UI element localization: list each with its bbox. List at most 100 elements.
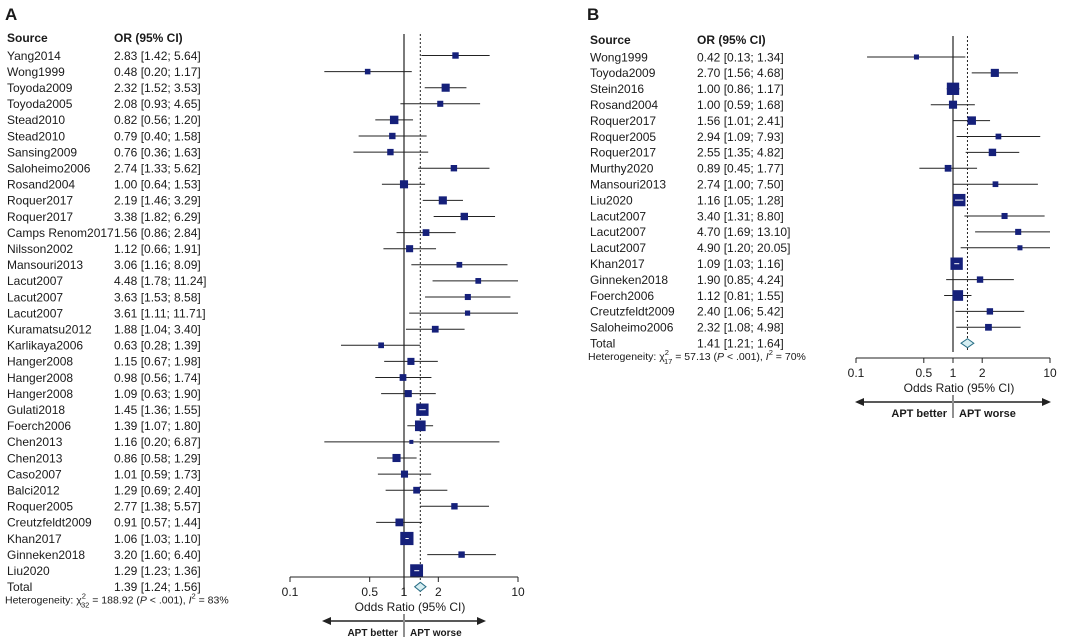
effect-size-marker xyxy=(400,470,409,478)
study-source-label: Khan2017 xyxy=(7,532,62,546)
study-or-value: 0.98 [0.56; 1.74] xyxy=(114,371,201,385)
study-row: Khan2017 1.06 [1.03; 1.10] xyxy=(7,532,414,546)
study-source-label: Liu2020 xyxy=(590,193,633,207)
study-or-value: 2.77 [1.38; 5.57] xyxy=(114,500,201,514)
study-row: Creutzfeldt2009 0.91 [0.57; 1.44] xyxy=(7,516,423,530)
study-row: Sansing2009 0.76 [0.36; 1.63] xyxy=(7,145,429,159)
study-or-value: 4.48 [1.78; 11.24] xyxy=(114,274,207,288)
x-axis-title: Odds Ratio (95% CI) xyxy=(355,600,466,614)
study-source-label: Liu2020 xyxy=(7,564,50,578)
study-or-value: 3.61 [1.11; 11.71] xyxy=(114,306,206,320)
study-or-value: 1.56 [0.86; 2.84] xyxy=(114,226,201,240)
study-source-label: Yang2014 xyxy=(7,49,61,63)
study-or-value: 3.38 [1.82; 6.29] xyxy=(114,210,201,224)
effect-size-marker xyxy=(422,229,430,236)
effect-size-marker xyxy=(952,290,964,301)
pooled-estimate-diamond xyxy=(413,581,427,592)
x-axis-tick-label: 0.5 xyxy=(361,585,378,599)
study-source-label: Chen2013 xyxy=(7,435,63,449)
x-axis-tick-label: 0.1 xyxy=(282,585,299,599)
study-row: Ginneken2018 1.90 [0.85; 4.24] xyxy=(590,273,1014,287)
study-or-value: 0.82 [0.56; 1.20] xyxy=(114,113,201,127)
study-row: Khan2017 1.09 [1.03; 1.16] xyxy=(590,257,963,271)
effect-size-marker xyxy=(1015,228,1022,235)
effect-size-marker xyxy=(399,374,407,381)
study-source-label: Rosand2004 xyxy=(7,178,75,192)
study-row: Hanger2008 1.15 [0.67; 1.98] xyxy=(7,355,438,369)
study-row: Saloheimo2006 2.74 [1.33; 5.62] xyxy=(7,162,490,176)
study-source-label: Stead2010 xyxy=(7,129,65,143)
study-or-value: 0.63 [0.28; 1.39] xyxy=(114,339,201,353)
arrow-left-label: APT better xyxy=(891,408,947,420)
study-row: Balci2012 1.29 [0.69; 2.40] xyxy=(7,484,448,498)
arrow-left-label: APT better xyxy=(347,628,398,639)
effect-size-marker xyxy=(460,212,469,221)
study-row: Caso2007 1.01 [0.59; 1.73] xyxy=(7,467,432,481)
study-or-value: 2.55 [1.35; 4.82] xyxy=(697,146,784,160)
effect-size-marker xyxy=(378,342,384,349)
study-source-label: Ginneken2018 xyxy=(590,273,668,287)
study-row: Camps Renom2017 1.56 [0.86; 2.84] xyxy=(7,226,456,240)
study-row: Liu2020 1.29 [1.23; 1.36] xyxy=(7,564,424,578)
arrow-right-label: APT worse xyxy=(410,628,462,639)
effect-size-marker xyxy=(392,453,401,463)
study-source-label: Nilsson2002 xyxy=(7,242,73,256)
study-row: Creutzfeldt2009 2.40 [1.06; 5.42] xyxy=(590,305,1025,319)
study-row: Lacut2007 4.90 [1.20; 20.05] xyxy=(590,241,1050,255)
study-or-value: 1.00 [0.59; 1.68] xyxy=(697,98,784,112)
study-row: Lacut2007 3.61 [1.11; 11.71] xyxy=(7,306,518,320)
study-row: Rosand2004 1.00 [0.59; 1.68] xyxy=(590,98,975,112)
effect-size-marker xyxy=(452,52,459,59)
effect-size-marker xyxy=(404,390,412,398)
effect-size-marker xyxy=(409,439,414,444)
effect-size-marker xyxy=(395,518,404,527)
study-or-value: 1.12 [0.81; 1.55] xyxy=(697,289,784,303)
study-or-value: 1.90 [0.85; 4.24] xyxy=(697,273,784,287)
study-source-label: Khan2017 xyxy=(590,257,645,271)
study-row: Hanger2008 0.98 [0.56; 1.74] xyxy=(7,371,432,385)
study-row: Chen2013 0.86 [0.58; 1.29] xyxy=(7,451,417,465)
study-or-value: 1.00 [0.86; 1.17] xyxy=(697,82,784,96)
study-or-value: 2.74 [1.33; 5.62] xyxy=(114,162,201,176)
study-row: Ginneken2018 3.20 [1.60; 6.40] xyxy=(7,548,496,562)
study-or-value: 1.16 [1.05; 1.28] xyxy=(697,193,784,207)
study-source-label: Creutzfeldt2009 xyxy=(590,305,675,319)
study-or-value: 2.40 [1.06; 5.42] xyxy=(697,305,784,319)
study-row: Stead2010 0.82 [0.56; 1.20] xyxy=(7,113,414,127)
effect-size-marker xyxy=(944,164,952,172)
study-or-value: 3.06 [1.16; 8.09] xyxy=(114,258,201,272)
study-row: Kuramatsu2012 1.88 [1.04; 3.40] xyxy=(7,323,465,337)
study-row: Liu2020 1.16 [1.05; 1.28] xyxy=(590,193,966,207)
study-or-value: 1.16 [0.20; 6.87] xyxy=(114,435,201,449)
study-row: Foerch2006 1.39 [1.07; 1.80] xyxy=(7,419,434,433)
effect-size-marker xyxy=(437,100,444,107)
study-row: Roquer2017 3.38 [1.82; 6.29] xyxy=(7,210,496,224)
column-header-source: Source xyxy=(590,33,631,47)
effect-size-marker xyxy=(988,148,997,157)
effect-size-marker xyxy=(431,325,439,333)
effect-size-marker xyxy=(438,196,447,205)
study-or-value: 1.12 [0.66; 1.91] xyxy=(114,242,201,256)
study-source-label: Stead2010 xyxy=(7,113,65,127)
effect-size-marker xyxy=(407,357,415,365)
study-or-value: 1.06 [1.03; 1.10] xyxy=(114,532,201,546)
study-row: Roquer2017 2.19 [1.46; 3.29] xyxy=(7,194,463,208)
study-row: Toyoda2009 2.32 [1.52; 3.53] xyxy=(7,81,467,95)
study-source-label: Roquer2017 xyxy=(7,210,73,224)
study-or-value: 0.89 [0.45; 1.77] xyxy=(697,162,784,176)
study-source-label: Hanger2008 xyxy=(7,371,73,385)
study-source-label: Lacut2007 xyxy=(7,274,63,288)
study-source-label: Kuramatsu2012 xyxy=(7,323,92,337)
effect-size-marker xyxy=(464,310,471,316)
effect-size-marker xyxy=(992,181,999,188)
effect-size-marker xyxy=(389,132,396,140)
study-row: Yang2014 2.83 [1.42; 5.64] xyxy=(7,49,490,63)
column-header-source: Source xyxy=(7,31,48,45)
study-or-value: 1.09 [0.63; 1.90] xyxy=(114,387,201,401)
effect-size-marker xyxy=(458,551,465,558)
study-or-value: 1.29 [1.23; 1.36] xyxy=(114,564,201,578)
study-source-label: Hanger2008 xyxy=(7,387,73,401)
effect-size-marker xyxy=(414,420,426,432)
study-row: Lacut2007 4.48 [1.78; 11.24] xyxy=(7,274,518,288)
effect-size-marker xyxy=(413,486,420,494)
